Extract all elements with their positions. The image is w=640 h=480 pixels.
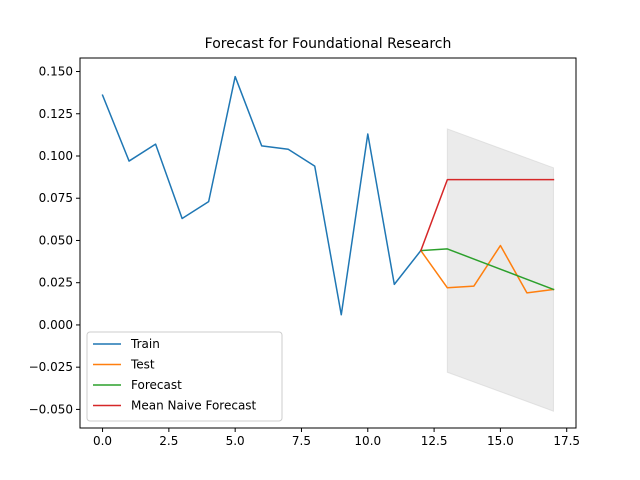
legend-box: [86, 331, 283, 422]
legend-label-mean-naive-forecast: Mean Naive Forecast: [131, 399, 257, 413]
legend: Train Test Forecast Mean Naive Forecast: [86, 331, 283, 422]
series-layer: [101, 75, 555, 316]
series-line-train: [101, 75, 422, 316]
y-tick-label: 0.025: [39, 276, 73, 290]
y-tick-label: 0.150: [39, 65, 73, 79]
x-tick-label: 7.5: [292, 434, 311, 448]
series-line-forecast: [420, 248, 555, 291]
plot-area-frame: [79, 57, 577, 429]
confidence-band: [446, 128, 554, 412]
y-tick-label: 0.000: [39, 318, 73, 332]
legend-label-forecast: Forecast: [131, 378, 182, 392]
x-tick-label: 2.5: [159, 434, 178, 448]
x-tick-label: 12.5: [421, 434, 448, 448]
chart-title: Forecast for Foundational Research: [205, 36, 452, 52]
series-line-mean-naive-forecast: [419, 178, 555, 252]
y-tick-label: −0.050: [29, 402, 73, 416]
x-tick-label: 15.0: [487, 434, 514, 448]
legend-label-test: Test: [130, 358, 155, 372]
confidence-band-layer: [446, 128, 554, 412]
legend-label-train: Train: [130, 337, 160, 351]
x-tick-label: 5.0: [226, 434, 245, 448]
y-tick-label: −0.025: [29, 360, 73, 374]
x-tick-label: 17.5: [553, 434, 580, 448]
x-tick-label: 0.0: [93, 434, 112, 448]
y-axis: −0.050 −0.025 0.000 0.025 0.050 0.075 0.100 0.1…: [29, 65, 80, 416]
x-axis: 0.0 2.5 5.0 7.5 10.0 12.5 15.0 17.5: [93, 428, 580, 448]
y-tick-label: 0.075: [39, 191, 73, 205]
y-tick-label: 0.125: [39, 107, 73, 121]
y-tick-label: 0.100: [39, 149, 73, 163]
x-tick-label: 10.0: [354, 434, 381, 448]
y-tick-label: 0.050: [39, 233, 73, 247]
series-line-test: [419, 244, 555, 294]
